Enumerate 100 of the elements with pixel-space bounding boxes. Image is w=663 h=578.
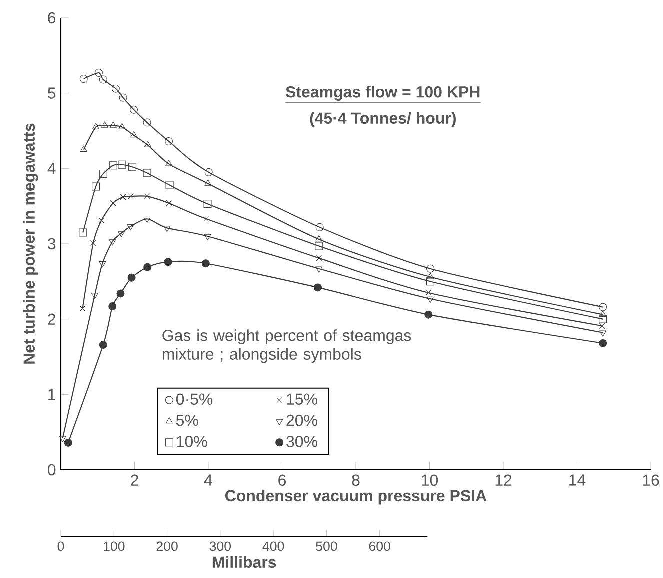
point — [166, 181, 174, 190]
x2-axis-title: Millibars — [212, 556, 276, 568]
x2-tick-label: 200 — [156, 542, 178, 552]
point — [426, 264, 434, 273]
point — [99, 76, 108, 84]
point — [316, 223, 324, 232]
point — [204, 200, 212, 208]
point — [118, 123, 126, 130]
point — [120, 194, 126, 200]
point — [144, 141, 152, 148]
x2-tick-label: 500 — [316, 542, 338, 552]
point — [315, 242, 324, 250]
x2-tick-label: 400 — [262, 542, 284, 552]
point — [80, 306, 86, 312]
point — [79, 228, 88, 237]
point — [426, 278, 434, 286]
x-tick-label: 8 — [352, 474, 360, 486]
legend-label: 0·5% — [176, 394, 213, 406]
point — [80, 75, 88, 84]
point — [128, 274, 136, 282]
point — [127, 224, 134, 231]
point — [599, 315, 608, 324]
point — [118, 160, 126, 169]
point — [130, 132, 138, 138]
point — [119, 94, 128, 102]
point — [165, 138, 174, 146]
x-tick-label: 12 — [496, 474, 512, 486]
point — [599, 303, 608, 312]
x-tick-label: 16 — [643, 474, 660, 486]
legend-label: 30% — [286, 436, 318, 448]
point — [424, 310, 433, 319]
x2-tick-label: 300 — [210, 542, 232, 552]
point — [99, 340, 108, 349]
x2-tick-label: 0 — [58, 542, 64, 552]
point — [166, 160, 173, 166]
point — [92, 123, 100, 130]
annotation: (45·4 Tonnes/ hour) — [310, 112, 456, 128]
point — [164, 258, 172, 266]
point — [116, 290, 125, 298]
point — [164, 226, 171, 232]
y-tick-label: 3 — [48, 238, 56, 250]
x-tick-label: 4 — [204, 474, 212, 486]
y-tick-label: 4 — [48, 163, 56, 174]
point — [143, 169, 152, 178]
point — [426, 290, 432, 296]
point — [128, 163, 137, 172]
x2-tick-label: 100 — [104, 542, 125, 552]
point — [426, 296, 434, 303]
legend-label: 5% — [176, 414, 198, 426]
x2-tick-label: 600 — [369, 542, 390, 552]
point — [204, 216, 210, 222]
point — [143, 118, 152, 127]
point — [110, 122, 117, 128]
point — [599, 339, 608, 348]
point — [101, 122, 108, 128]
point — [108, 302, 117, 311]
point — [144, 263, 152, 272]
y-tick-label: 5 — [48, 88, 56, 99]
point — [109, 162, 118, 170]
x-tick-label: 10 — [422, 474, 438, 486]
point — [600, 330, 607, 337]
annotation: Steamgas flow = 100 KPH — [286, 86, 480, 101]
point — [600, 310, 607, 317]
point — [316, 255, 322, 262]
point — [166, 200, 172, 206]
x-tick-label: 14 — [570, 474, 586, 486]
point — [64, 438, 72, 447]
point — [59, 436, 66, 442]
point — [204, 168, 213, 176]
point — [118, 231, 125, 238]
point — [99, 261, 106, 268]
y-tick-label: 0 — [48, 464, 56, 476]
y-tick-label: 6 — [48, 12, 56, 24]
point — [128, 194, 134, 200]
point — [109, 240, 116, 246]
point — [110, 200, 116, 206]
point — [316, 266, 323, 273]
x-axis-title: Condenser vacuum pressure PSIA — [225, 490, 487, 505]
y-tick-label: 1 — [48, 389, 56, 400]
y-axis-title: Net turbine power in megawatts — [23, 124, 38, 364]
x-tick-label: 2 — [131, 474, 138, 486]
point — [314, 284, 322, 292]
point — [80, 146, 88, 152]
point — [204, 234, 212, 240]
point — [99, 170, 108, 178]
y-tick-label: 2 — [48, 314, 56, 325]
point — [91, 293, 98, 300]
point — [202, 260, 210, 268]
point — [112, 84, 120, 93]
legend-label: 15% — [287, 394, 318, 405]
point — [94, 68, 103, 77]
point — [98, 218, 104, 224]
point — [144, 217, 151, 224]
legend-label: 20% — [286, 414, 318, 426]
point — [144, 194, 150, 200]
point — [204, 180, 212, 186]
legend-title: Gas is weight percent of steamgas mixture ; alongside symbols — [162, 330, 412, 364]
point — [130, 106, 138, 114]
point — [599, 323, 606, 330]
point — [316, 235, 323, 242]
